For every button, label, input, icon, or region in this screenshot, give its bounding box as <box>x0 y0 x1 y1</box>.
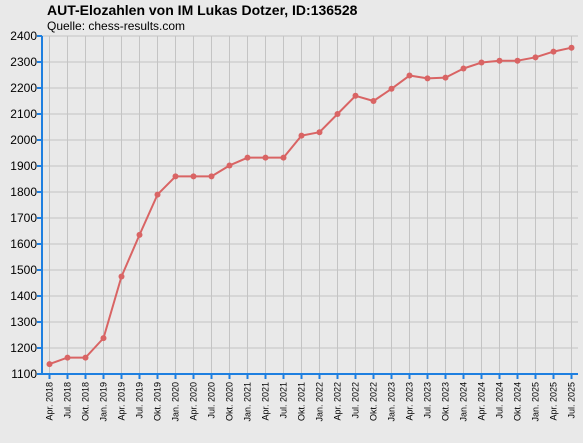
x-tick-labels: Apr. 2018 Jul. 2018 Okt. 2018 Jan. 2019 Apr.… <box>45 382 577 422</box>
x-tick-label: Jul. 2023 <box>423 382 433 419</box>
data-point <box>478 59 485 66</box>
x-tick-label: Okt. 2021 <box>297 382 307 421</box>
x-tick-label: Jan. 2023 <box>387 382 397 422</box>
y-tick-label: 1900 <box>10 159 37 173</box>
x-tick-label: Jan. 2021 <box>243 382 253 422</box>
x-tick-label: Jul. 2024 <box>495 382 505 419</box>
y-tick-label: 1400 <box>10 289 37 303</box>
x-tick-label: Apr. 2021 <box>261 382 271 421</box>
y-tick-label: 2000 <box>10 133 37 147</box>
x-tick-label: Jul. 2018 <box>63 382 73 419</box>
x-tick-label: Okt. 2024 <box>513 382 523 421</box>
x-tick-label: Jul. 2019 <box>135 382 145 419</box>
data-point <box>370 98 377 104</box>
axes <box>37 35 578 379</box>
data-point <box>532 54 539 61</box>
y-tick-label: 1700 <box>10 211 37 225</box>
x-tick-label: Okt. 2018 <box>81 382 91 421</box>
x-tick-label: Jan. 2024 <box>459 382 469 422</box>
data-point <box>496 57 503 64</box>
data-point <box>352 92 359 99</box>
data-point <box>280 154 287 161</box>
y-tick-label: 1500 <box>10 263 37 277</box>
x-tick-label: Apr. 2018 <box>45 382 55 421</box>
data-point <box>334 111 341 117</box>
y-tick-label: 1300 <box>10 315 37 329</box>
x-tick-label: Okt. 2022 <box>369 382 379 421</box>
data-point <box>514 57 521 64</box>
data-point <box>316 129 323 136</box>
data-point <box>442 74 449 81</box>
chart-source: Quelle: chess-results.com <box>47 19 186 33</box>
chart-title: AUT-Elozahlen von IM Lukas Dotzer, ID:13… <box>47 2 358 18</box>
data-point <box>82 354 89 361</box>
data-point <box>262 154 269 161</box>
data-point <box>550 48 557 55</box>
data-point <box>100 335 107 342</box>
data-point <box>118 273 125 280</box>
x-tick-label: Okt. 2019 <box>153 382 163 421</box>
data-point <box>460 65 467 72</box>
data-point <box>154 191 161 198</box>
x-tick-label: Apr. 2024 <box>477 382 487 421</box>
data-point <box>208 173 215 180</box>
y-tick-label: 1800 <box>10 185 37 199</box>
series-elo <box>46 44 575 368</box>
x-tick-label: Jan. 2025 <box>531 382 541 422</box>
y-tick-label: 2100 <box>10 107 37 121</box>
data-point <box>244 154 251 161</box>
y-tick-label: 1600 <box>10 237 37 251</box>
x-tick-label: Jul. 2021 <box>279 382 289 419</box>
data-point <box>406 72 413 79</box>
x-tick-label: Jan. 2020 <box>171 382 181 422</box>
y-tick-label: 2200 <box>10 81 37 95</box>
x-tick-label: Apr. 2022 <box>333 382 343 421</box>
x-tick-label: Apr. 2020 <box>189 382 199 421</box>
y-tick-label: 2300 <box>10 55 37 69</box>
series-line <box>49 46 572 366</box>
data-point <box>172 173 179 180</box>
y-tick-label: 2400 <box>10 29 37 43</box>
x-tick-label: Jan. 2022 <box>315 382 325 422</box>
y-tick-label: 1200 <box>10 341 37 355</box>
x-tick-label: Apr. 2025 <box>549 382 559 421</box>
x-tick-label: Jul. 2022 <box>351 382 361 419</box>
data-point <box>46 361 53 368</box>
x-tick-label: Okt. 2020 <box>225 382 235 421</box>
x-tick-label: Apr. 2019 <box>117 382 127 421</box>
data-point <box>190 173 197 180</box>
x-tick-label: Jul. 2020 <box>207 382 217 419</box>
x-tick-label: Jan. 2019 <box>99 382 109 422</box>
data-point <box>226 162 233 169</box>
data-point <box>568 44 575 51</box>
plot-area <box>42 36 578 374</box>
x-tick-label: Okt. 2023 <box>441 382 451 421</box>
grid-lines <box>42 35 578 375</box>
y-tick-label: 1100 <box>11 367 37 381</box>
data-point <box>424 75 431 82</box>
y-tick-labels: 1100 1200 1300 1400 1500 1600 1700 1800 1900 2000… <box>10 29 37 381</box>
data-point <box>388 85 395 92</box>
data-point <box>136 231 143 238</box>
data-point <box>64 354 71 361</box>
x-tick-label: Apr. 2023 <box>405 382 415 421</box>
data-point <box>298 132 305 139</box>
x-tick-label: Jul. 2025 <box>567 382 577 419</box>
